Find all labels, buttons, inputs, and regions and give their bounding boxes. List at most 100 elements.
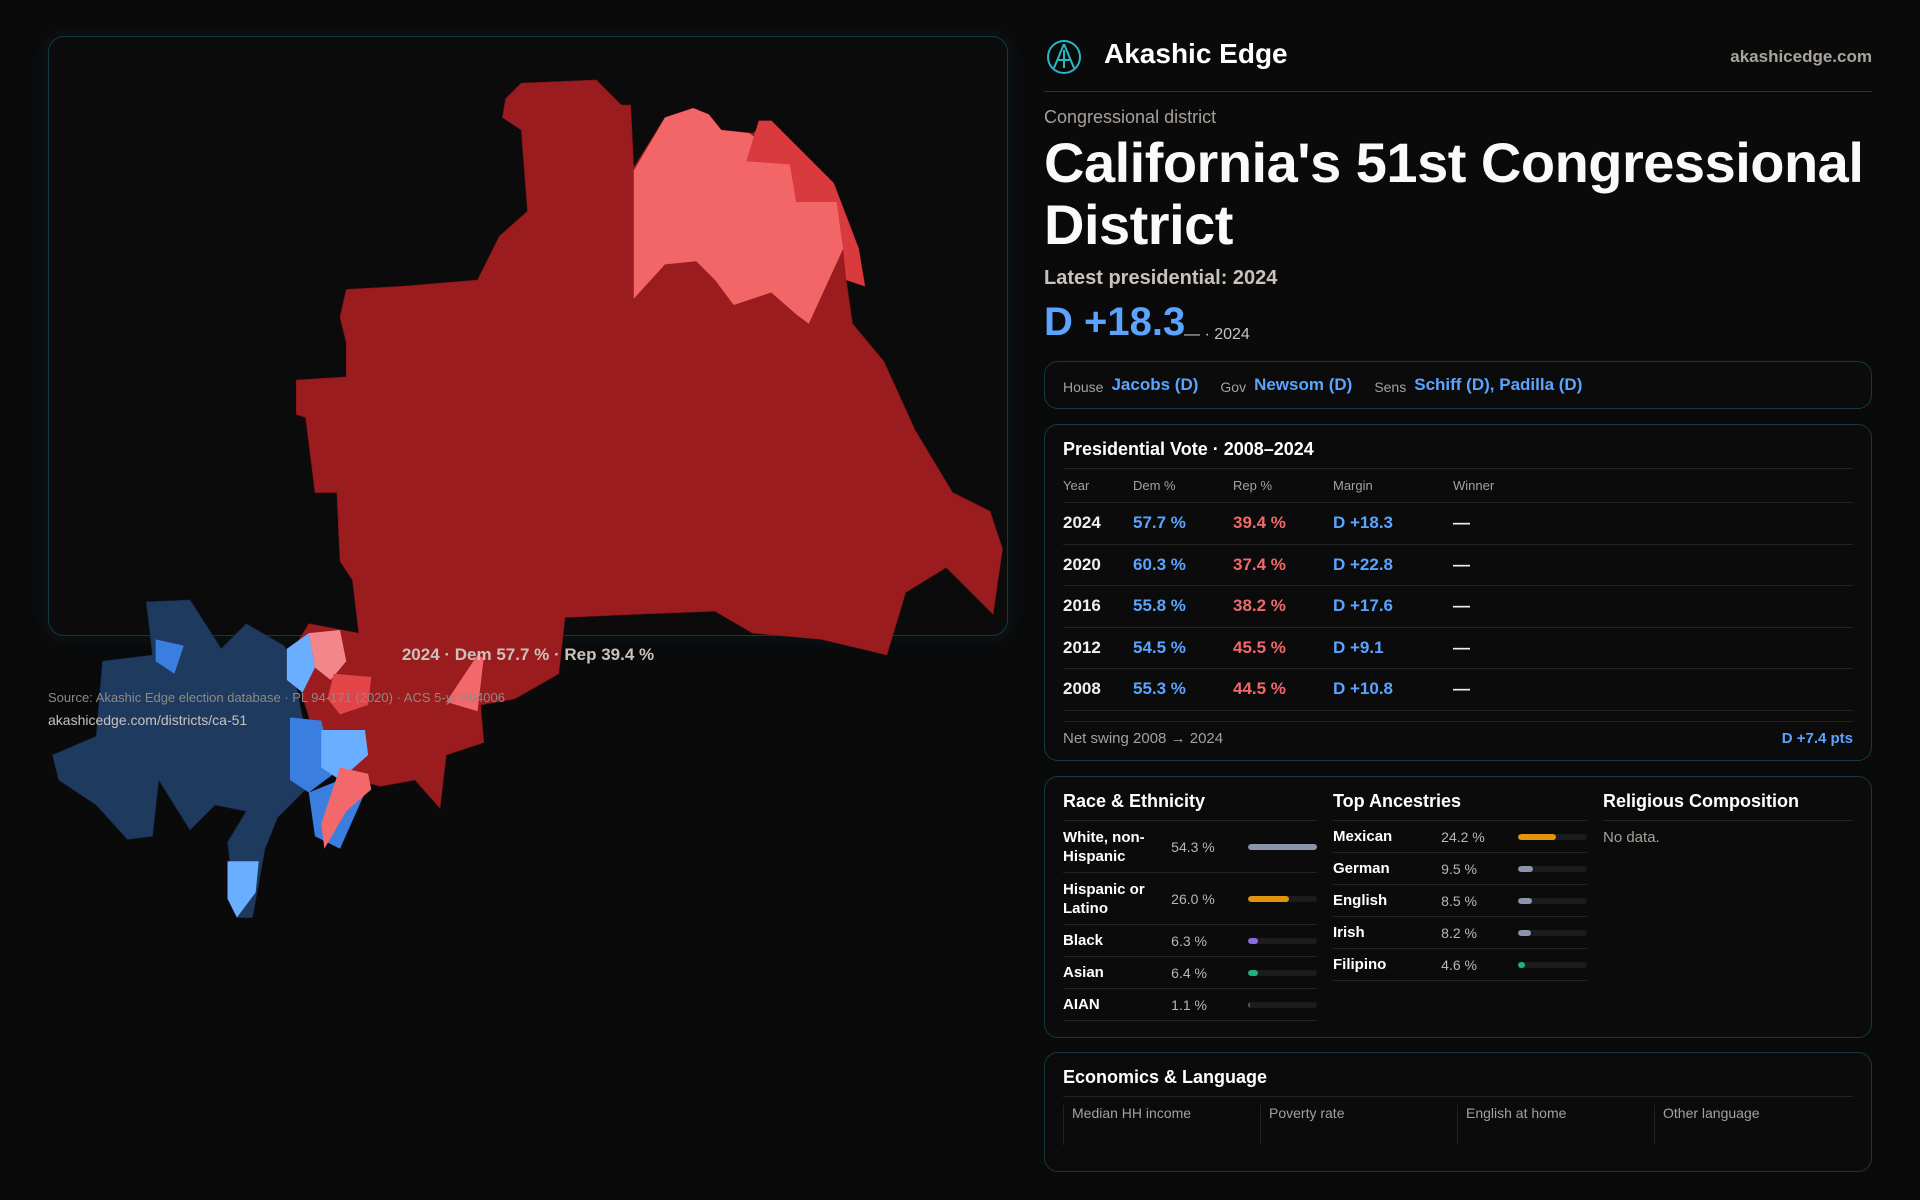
cell-year: 2024 <box>1063 513 1101 533</box>
akashic-logo-icon <box>1047 40 1081 74</box>
cell-rep-pct: 37.4 % <box>1233 554 1286 574</box>
cell-year: 2008 <box>1063 679 1101 699</box>
district-map[interactable] <box>40 30 1020 1010</box>
item-label: Black <box>1063 932 1104 949</box>
rep-label: Gov <box>1220 379 1247 395</box>
list-item: Filipino 4.6 % <box>1333 949 1587 981</box>
cell-winner: — <box>1453 554 1470 574</box>
brand-name: Akashic Edge <box>1104 38 1288 69</box>
item-pct: 4.6 % <box>1441 956 1477 973</box>
item-bar-fill <box>1248 843 1317 850</box>
rep-label: Sens <box>1374 379 1407 395</box>
list-item: English 8.5 % <box>1333 885 1587 917</box>
map-region-lean-rep[interactable] <box>633 108 844 324</box>
list-item: Asian 6.4 % <box>1063 957 1317 989</box>
cell-year: 2020 <box>1063 554 1101 574</box>
map-region-lean-dem[interactable] <box>227 861 259 918</box>
representatives-bar: House Jacobs (D) Gov Newsom (D) Sens Sch… <box>1044 361 1872 409</box>
section-title: Top Ancestries <box>1333 777 1587 821</box>
rep-senators[interactable]: Schiff (D), Padilla (D) <box>1414 375 1583 394</box>
net-swing-label: Net swing 2008 → 2024 <box>1063 729 1224 747</box>
page-kicker: Congressional district <box>1044 107 1217 127</box>
map-region-mid-dem[interactable] <box>155 639 184 674</box>
cell-margin: D +18.3 <box>1333 513 1394 533</box>
list-item: Black 6.3 % <box>1063 925 1317 957</box>
list-item: AIAN 1.1 % <box>1063 989 1317 1021</box>
cell-dem-pct: 60.3 % <box>1133 554 1186 574</box>
cell-margin: D +17.6 <box>1333 596 1394 616</box>
map-region-lean-rep[interactable] <box>321 767 372 849</box>
item-pct: 8.2 % <box>1441 924 1477 941</box>
section-title: Religious Composition <box>1603 777 1853 821</box>
item-bar <box>1248 895 1317 902</box>
map-region-strong-dem[interactable] <box>52 599 316 918</box>
cell-rep-pct: 39.4 % <box>1233 513 1286 533</box>
source-note: Source: Akashic Edge election database ·… <box>48 690 505 705</box>
item-bar <box>1248 843 1317 850</box>
demographics-card: Race & Ethnicity White, non-Hispanic 54.3… <box>1044 776 1872 1038</box>
item-pct: 26.0 % <box>1171 890 1215 907</box>
cell-rep-pct: 45.5 % <box>1233 637 1286 657</box>
table-row: 2024 57.7 % 39.4 % D +18.3 — <box>1063 503 1853 545</box>
cell-dem-pct: 55.3 % <box>1133 679 1186 699</box>
item-pct: 1.1 % <box>1171 996 1207 1013</box>
cell-dem-pct: 57.7 % <box>1133 513 1186 533</box>
economics-card: Economics & Language Median HH income Po… <box>1044 1052 1872 1172</box>
latest-margin: D +18.3 <box>1044 300 1186 344</box>
net-swing-value: D +7.4 pts <box>1781 729 1853 747</box>
item-label: Asian <box>1063 964 1104 981</box>
item-bar-fill <box>1248 937 1259 944</box>
item-bar <box>1518 865 1587 872</box>
cell-margin: D +10.8 <box>1333 679 1394 699</box>
item-label: AIAN <box>1063 996 1100 1013</box>
item-bar-fill <box>1518 929 1532 936</box>
cell-winner: — <box>1453 637 1470 657</box>
item-label: English <box>1333 892 1388 909</box>
section-title: Economics & Language <box>1063 1053 1853 1097</box>
list-item: Irish 8.2 % <box>1333 917 1587 949</box>
item-pct: 6.4 % <box>1171 964 1207 981</box>
item-bar-fill <box>1518 865 1534 872</box>
header-divider <box>1044 91 1872 92</box>
item-bar-fill <box>1518 897 1532 904</box>
map-region-mid-rep[interactable] <box>327 673 372 715</box>
map-region-mid-rep[interactable] <box>446 655 484 712</box>
item-label: German <box>1333 860 1390 877</box>
item-bar-fill <box>1248 1001 1250 1008</box>
map-region-mid-rep[interactable] <box>746 120 865 287</box>
rep-house[interactable]: Jacobs (D) <box>1111 375 1199 394</box>
cell-dem-pct: 54.5 % <box>1133 637 1186 657</box>
cell-dem-pct: 55.8 % <box>1133 596 1186 616</box>
item-label: Mexican <box>1333 828 1393 845</box>
map-region-lean-dem[interactable] <box>321 730 369 780</box>
table-row: 2008 55.3 % 44.5 % D +10.8 — <box>1063 669 1853 711</box>
item-pct: 6.3 % <box>1171 932 1207 949</box>
item-label: White, non-Hispanic <box>1063 828 1145 865</box>
cell-rep-pct: 44.5 % <box>1233 679 1286 699</box>
col-margin: Margin <box>1333 478 1373 493</box>
item-bar <box>1518 929 1587 936</box>
table-row: 2020 60.3 % 37.4 % D +22.8 — <box>1063 545 1853 586</box>
rep-governor[interactable]: Newsom (D) <box>1254 375 1353 394</box>
source-url[interactable]: akashicedge.com/districts/ca-51 <box>48 712 248 728</box>
cell-winner: — <box>1453 513 1470 533</box>
site-link[interactable]: akashicedge.com <box>1730 47 1872 66</box>
list-item: Mexican 24.2 % <box>1333 821 1587 853</box>
list-item: Hispanic or Latino 26.0 % <box>1063 873 1317 925</box>
table-row: 2012 54.5 % 45.5 % D +9.1 — <box>1063 628 1853 669</box>
cell-year: 2012 <box>1063 637 1101 657</box>
presidential-vote-card: Presidential Vote · 2008–2024 Year Dem %… <box>1044 424 1872 761</box>
latest-presidential: Latest presidential: 2024 <box>1044 267 1278 289</box>
col-winner: Winner <box>1453 478 1495 493</box>
page-title: California's 51st Congressional District <box>1044 131 1864 256</box>
map-region-lean-rep[interactable] <box>308 630 347 680</box>
item-label: Irish <box>1333 924 1365 941</box>
item-bar-fill <box>1248 895 1290 902</box>
map-region-lean-dem[interactable] <box>286 633 315 693</box>
col-dem: Dem % <box>1133 478 1176 493</box>
cell-rep-pct: 38.2 % <box>1233 596 1286 616</box>
cell-margin: D +22.8 <box>1333 554 1394 574</box>
item-bar <box>1248 1001 1317 1008</box>
item-bar <box>1518 897 1587 904</box>
item-pct: 54.3 % <box>1171 838 1215 855</box>
